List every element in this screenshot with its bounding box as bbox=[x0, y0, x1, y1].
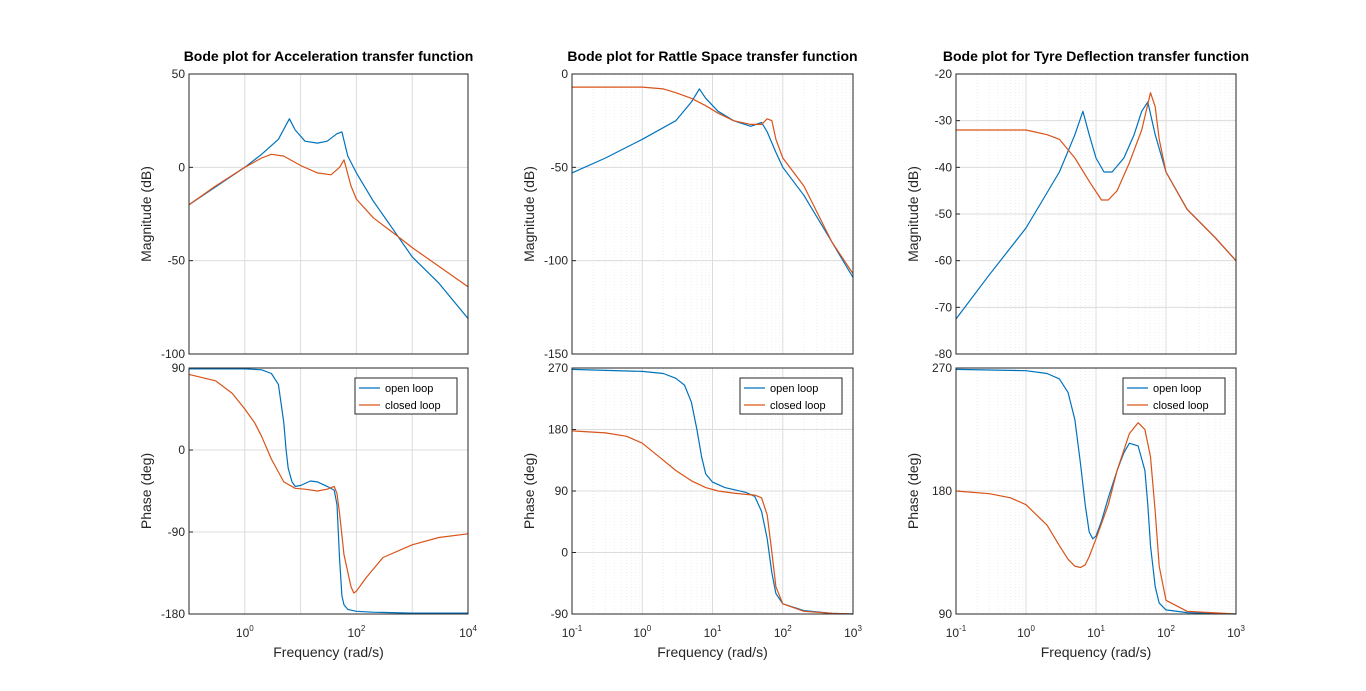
x-tick-label: 103 bbox=[1227, 624, 1245, 640]
axes-3-phase: 270 180 90 0 -90 10-1 100 101 102 103 Phase (deg) F… bbox=[521, 361, 862, 660]
axes-5-phase: 270 180 90 10-1 100 101 102 103 Phase (deg) Frequ… bbox=[905, 361, 1245, 660]
y-tick-label: -50 bbox=[551, 160, 569, 174]
x-axis-label: Frequency (rad/s) bbox=[1041, 644, 1151, 660]
series-line-open-loop bbox=[571, 368, 854, 615]
x-tick-label: 10-1 bbox=[562, 624, 583, 640]
y-tick-label: -80 bbox=[935, 347, 953, 361]
y-axis-label: Magnitude (dB) bbox=[521, 166, 537, 262]
y-tick-label: -90 bbox=[168, 525, 186, 539]
legend-label: closed loop bbox=[1153, 400, 1209, 412]
y-tick-label: 90 bbox=[939, 607, 953, 621]
axes-1-phase: 90 0 -90 -180 100 102 104 Phase (deg) Frequency … bbox=[138, 361, 477, 660]
axes-0-magnitude: 50 0 -50 -100 Bode plot for Acceleration tra… bbox=[138, 48, 473, 361]
series-line-open-loop bbox=[955, 368, 1237, 615]
plot-title: Bode plot for Acceleration transfer func… bbox=[184, 48, 474, 64]
y-axis-label: Phase (deg) bbox=[138, 453, 154, 529]
plot-title: Bode plot for Rattle Space transfer func… bbox=[567, 48, 857, 64]
y-tick-label: -180 bbox=[161, 607, 185, 621]
axes-box bbox=[571, 367, 854, 615]
y-axis-label: Phase (deg) bbox=[521, 453, 537, 529]
series-line-open-loop bbox=[188, 118, 469, 319]
y-tick-label: 90 bbox=[555, 484, 569, 498]
x-tick-label: 100 bbox=[633, 624, 651, 640]
y-tick-label: 270 bbox=[548, 361, 568, 375]
y-tick-label: -20 bbox=[935, 67, 953, 81]
y-tick-label: 50 bbox=[172, 67, 186, 81]
y-tick-label: -70 bbox=[935, 300, 953, 314]
series-line-closed-loop bbox=[956, 92, 1237, 262]
x-tick-label: 103 bbox=[844, 624, 862, 640]
y-tick-label: -150 bbox=[544, 347, 568, 361]
axes-box bbox=[571, 73, 854, 355]
legend: open loop closed loop bbox=[739, 377, 843, 415]
legend: open loop closed loop bbox=[1122, 377, 1226, 415]
axes-box bbox=[188, 367, 469, 615]
y-tick-label: -100 bbox=[544, 254, 568, 268]
y-tick-label: -50 bbox=[935, 207, 953, 221]
legend-box bbox=[739, 377, 843, 415]
x-tick-label: 104 bbox=[459, 624, 477, 640]
x-tick-label: 101 bbox=[704, 624, 722, 640]
axes-box bbox=[188, 73, 469, 355]
y-tick-label: 0 bbox=[561, 546, 568, 560]
x-tick-label: 100 bbox=[236, 624, 254, 640]
y-tick-label: 90 bbox=[172, 361, 186, 375]
series-line-closed-loop bbox=[571, 430, 854, 615]
x-tick-label: 101 bbox=[1087, 624, 1105, 640]
x-tick-label: 100 bbox=[1017, 624, 1035, 640]
y-tick-label: 180 bbox=[932, 484, 952, 498]
axes-2-magnitude: 0 -50 -100 -150 Bode plot for Rattle Space t… bbox=[521, 48, 858, 361]
x-axis-label: Frequency (rad/s) bbox=[273, 644, 383, 660]
legend-box bbox=[354, 377, 458, 415]
y-tick-label: 0 bbox=[178, 443, 185, 457]
y-tick-label: -40 bbox=[935, 160, 953, 174]
y-tick-label: 0 bbox=[178, 160, 185, 174]
y-tick-label: -90 bbox=[551, 607, 569, 621]
series-line-closed-loop bbox=[572, 86, 854, 275]
series-line-closed-loop bbox=[188, 373, 469, 594]
x-tick-label: 102 bbox=[774, 624, 792, 640]
axes-4-magnitude: -20 -30 -40 -50 -60 -70 -80 Bode plot for Tyre … bbox=[905, 48, 1249, 361]
series-line-closed-loop bbox=[955, 422, 1237, 615]
y-tick-label: 180 bbox=[548, 423, 568, 437]
y-tick-label: 0 bbox=[561, 67, 568, 81]
legend-label: open loop bbox=[1153, 383, 1201, 395]
y-axis-label: Phase (deg) bbox=[905, 453, 921, 529]
y-tick-label: -100 bbox=[161, 347, 185, 361]
x-axis-label: Frequency (rad/s) bbox=[657, 644, 767, 660]
series-line-open-loop bbox=[189, 368, 468, 614]
series-line-closed-loop bbox=[188, 153, 469, 288]
legend-label: closed loop bbox=[770, 400, 826, 412]
x-tick-label: 10-1 bbox=[946, 624, 967, 640]
legend-label: open loop bbox=[385, 383, 433, 395]
plot-area bbox=[189, 74, 468, 354]
legend: open loop closed loop bbox=[354, 377, 458, 415]
axes-box bbox=[955, 73, 1237, 355]
plot-title: Bode plot for Tyre Deflection transfer f… bbox=[943, 48, 1249, 64]
legend-label: open loop bbox=[770, 383, 818, 395]
y-tick-label: -50 bbox=[168, 254, 186, 268]
y-axis-label: Magnitude (dB) bbox=[905, 166, 921, 262]
y-tick-label: 270 bbox=[932, 361, 952, 375]
y-tick-label: -60 bbox=[935, 254, 953, 268]
x-tick-label: 102 bbox=[347, 624, 365, 640]
x-tick-label: 102 bbox=[1157, 624, 1175, 640]
y-tick-label: -30 bbox=[935, 114, 953, 128]
legend-box bbox=[1122, 377, 1226, 415]
axes-box bbox=[955, 367, 1237, 615]
y-axis-label: Magnitude (dB) bbox=[138, 166, 154, 262]
legend-label: closed loop bbox=[385, 400, 441, 412]
